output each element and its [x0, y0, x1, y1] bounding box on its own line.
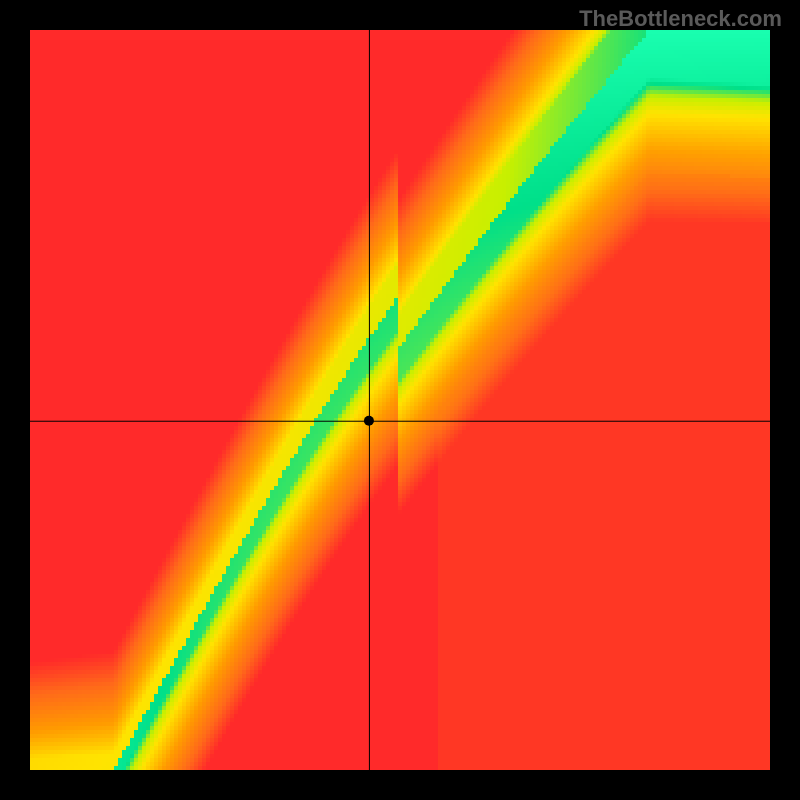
watermark-label: TheBottleneck.com — [579, 6, 782, 32]
bottleneck-heatmap — [0, 0, 800, 800]
chart-container: { "watermark": { "text": "TheBottleneck.… — [0, 0, 800, 800]
